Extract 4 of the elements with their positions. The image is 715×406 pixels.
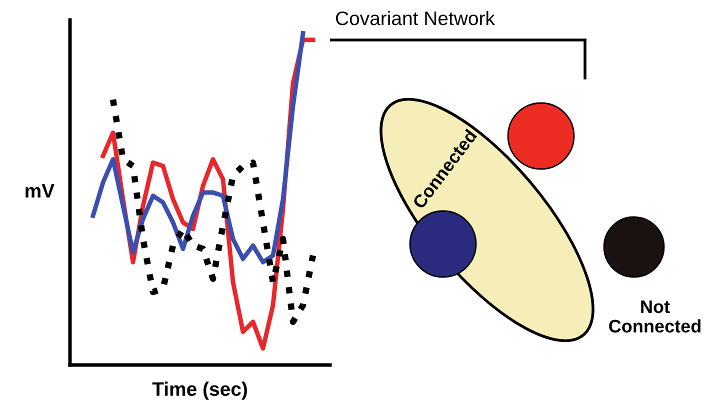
text: Covariant Network: [336, 10, 495, 26]
y-axis-title: mV: [26, 184, 54, 198]
text: Not Connected: [609, 300, 700, 333]
x-axis-title: Time (sec): [152, 382, 247, 400]
